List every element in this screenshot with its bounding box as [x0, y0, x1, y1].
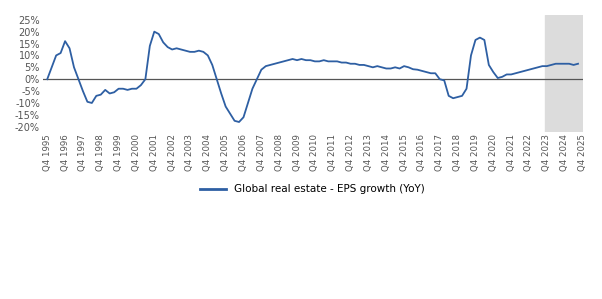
Bar — [545, 15, 598, 132]
Legend: Global real estate - EPS growth (YoY): Global real estate - EPS growth (YoY) — [196, 180, 429, 199]
